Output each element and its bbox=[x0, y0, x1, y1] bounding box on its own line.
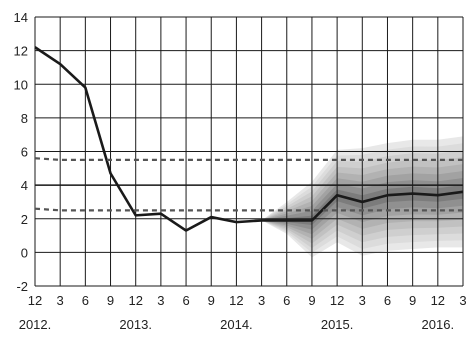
year-label: 2012. bbox=[19, 317, 52, 332]
series-line-projection bbox=[261, 190, 464, 222]
y-tick-label: 0 bbox=[21, 245, 28, 260]
x-tick-label: 12 bbox=[28, 293, 42, 308]
year-label: 2013. bbox=[119, 317, 152, 332]
x-tick-label: 12 bbox=[431, 293, 445, 308]
x-tick-label: 9 bbox=[308, 293, 315, 308]
y-tick-label: 12 bbox=[14, 44, 28, 59]
x-tick-label: 9 bbox=[208, 293, 215, 308]
y-tick-label: 14 bbox=[14, 10, 28, 25]
x-tick-label: 9 bbox=[107, 293, 114, 308]
y-tick-label: 10 bbox=[14, 77, 28, 92]
x-tick-label: 12 bbox=[229, 293, 243, 308]
y-tick-label: 2 bbox=[21, 212, 28, 227]
y-tick-label: -2 bbox=[16, 279, 28, 294]
year-label: 2015. bbox=[321, 317, 354, 332]
y-tick-label: 6 bbox=[21, 145, 28, 160]
x-tick-label: 6 bbox=[182, 293, 189, 308]
x-tick-label: 3 bbox=[459, 293, 466, 308]
x-tick-label: 3 bbox=[359, 293, 366, 308]
y-tick-label: 4 bbox=[21, 178, 28, 193]
year-label: 2016. bbox=[422, 317, 455, 332]
x-tick-label: 12 bbox=[128, 293, 142, 308]
x-tick-label: 9 bbox=[409, 293, 416, 308]
x-tick-label: 3 bbox=[157, 293, 164, 308]
series-line-actual bbox=[34, 46, 262, 232]
x-tick-label: 3 bbox=[57, 293, 64, 308]
x-tick-label: 6 bbox=[283, 293, 290, 308]
year-label: 2014. bbox=[220, 317, 253, 332]
x-tick-label: 6 bbox=[384, 293, 391, 308]
x-tick-label: 3 bbox=[258, 293, 265, 308]
x-tick-label: 6 bbox=[82, 293, 89, 308]
x-tick-label: 12 bbox=[330, 293, 344, 308]
y-tick-label: 8 bbox=[21, 111, 28, 126]
